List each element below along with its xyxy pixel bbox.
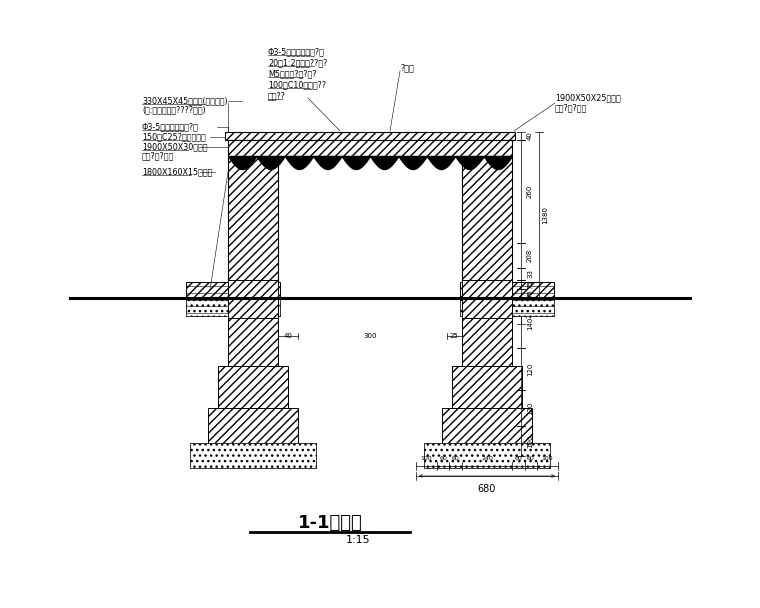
Text: 210: 210: [527, 305, 533, 318]
Bar: [424, 443, 550, 468]
Text: 208: 208: [527, 249, 533, 262]
Bar: [208, 408, 298, 443]
Text: 240: 240: [481, 456, 493, 461]
Text: 60: 60: [527, 456, 535, 461]
Text: 120: 120: [527, 401, 533, 415]
Bar: [442, 408, 532, 443]
Text: Φ3-5米黄色水洗石?面: Φ3-5米黄色水洗石?面: [268, 47, 325, 57]
Text: 100: 100: [542, 456, 553, 461]
Bar: [462, 156, 512, 298]
Text: 100: 100: [527, 434, 533, 447]
Text: 40: 40: [283, 333, 293, 339]
Text: 680: 680: [478, 484, 496, 494]
Text: M5水泥砂?砌?准?: M5水泥砂?砌?准?: [268, 69, 316, 78]
Text: 300: 300: [363, 333, 377, 339]
Bar: [460, 282, 554, 316]
Text: 40: 40: [527, 131, 533, 140]
Text: 1800X160X15木工板: 1800X160X15木工板: [142, 167, 212, 176]
Text: ?填土: ?填土: [400, 63, 413, 72]
Text: 嵌入?墙?柱内: 嵌入?墙?柱内: [142, 151, 174, 161]
Text: 150厚C25?筋混凝土板: 150厚C25?筋混凝土板: [142, 133, 206, 142]
Text: 1:15: 1:15: [346, 535, 370, 545]
Bar: [462, 316, 512, 366]
Text: (注:螺栓均采用????螺栓): (注:螺栓均采用????螺栓): [142, 106, 206, 114]
Bar: [228, 316, 278, 366]
Text: 100厚C10混凝土??: 100厚C10混凝土??: [268, 80, 326, 89]
Text: 33: 33: [527, 269, 533, 278]
Bar: [90, 112, 690, 488]
Bar: [190, 443, 316, 468]
Bar: [228, 140, 512, 156]
Bar: [460, 297, 554, 316]
Text: 20厚1:2水泥砂??合?: 20厚1:2水泥砂??合?: [268, 58, 328, 67]
Bar: [186, 282, 280, 316]
Bar: [228, 156, 278, 298]
Text: 260: 260: [527, 185, 533, 198]
Text: 60: 60: [439, 456, 447, 461]
Text: 嵌入?墙?柱内: 嵌入?墙?柱内: [555, 103, 587, 112]
Text: 330X45X45枋木条(螺栓固定): 330X45X45枋木条(螺栓固定): [142, 97, 228, 106]
Text: 100: 100: [420, 456, 432, 461]
Text: 1380: 1380: [542, 207, 548, 224]
Text: 60: 60: [451, 456, 460, 461]
Bar: [462, 280, 512, 318]
Bar: [452, 366, 522, 408]
Text: 1-1剖面图: 1-1剖面图: [298, 514, 363, 532]
Text: 素土??: 素土??: [268, 91, 286, 100]
Text: 60: 60: [515, 456, 522, 461]
Text: 25: 25: [450, 333, 458, 339]
Bar: [190, 443, 316, 468]
Text: 120: 120: [527, 362, 533, 376]
Bar: [225, 132, 515, 140]
Text: 140: 140: [527, 316, 533, 330]
Text: 75: 75: [527, 280, 533, 289]
Bar: [228, 280, 278, 318]
Bar: [186, 297, 280, 316]
Text: 75: 75: [527, 289, 533, 299]
Text: Φ3-5米黄色水洗石?面: Φ3-5米黄色水洗石?面: [142, 122, 199, 131]
Text: 1900X50X25枋木条: 1900X50X25枋木条: [555, 94, 621, 103]
Bar: [424, 443, 550, 468]
Bar: [218, 366, 288, 408]
Text: 1900X50X30枋木条: 1900X50X30枋木条: [142, 142, 207, 151]
